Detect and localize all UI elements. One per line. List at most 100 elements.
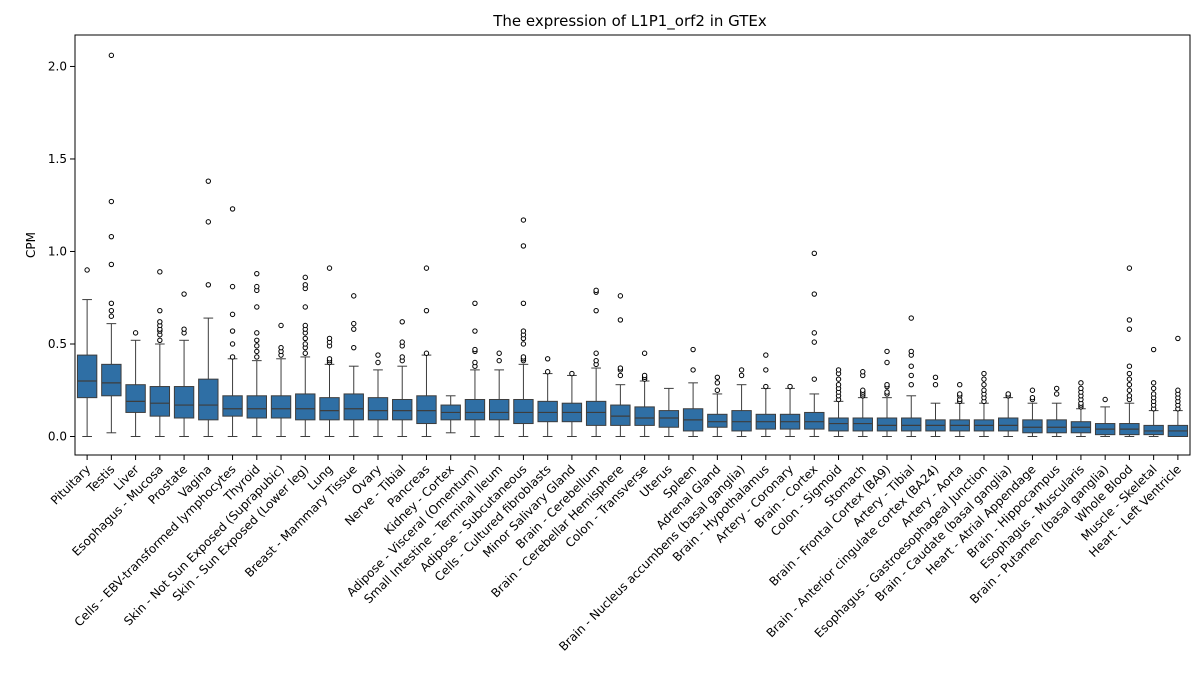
outlier-point bbox=[860, 369, 866, 375]
box-group bbox=[440, 395, 461, 434]
outlier-point bbox=[981, 387, 987, 393]
box-iqr bbox=[270, 395, 292, 419]
box-iqr bbox=[876, 417, 898, 432]
outlier-point bbox=[1078, 385, 1084, 392]
outlier-point bbox=[908, 348, 914, 355]
box-group bbox=[949, 381, 970, 437]
box-group bbox=[804, 250, 825, 437]
y-tick-label: 1.5 bbox=[48, 152, 67, 166]
box-iqr bbox=[1046, 419, 1067, 434]
outlier-point bbox=[108, 313, 115, 319]
outlier-point bbox=[302, 282, 308, 288]
outlier-point bbox=[763, 383, 769, 390]
outlier-point bbox=[399, 354, 405, 360]
outlier-point bbox=[108, 233, 115, 240]
box-group bbox=[731, 367, 752, 437]
outlier-point bbox=[932, 374, 939, 380]
outlier-point bbox=[302, 335, 308, 342]
box-iqr bbox=[537, 400, 558, 423]
outlier-point bbox=[254, 304, 260, 310]
outlier-point bbox=[157, 269, 163, 275]
outlier-point bbox=[520, 243, 527, 249]
box-iqr bbox=[173, 386, 195, 419]
outlier-point bbox=[254, 283, 260, 290]
box-group bbox=[246, 270, 267, 437]
x-tick-label: Testis bbox=[83, 462, 117, 496]
outlier-point bbox=[835, 367, 842, 373]
outlier-point bbox=[690, 346, 696, 353]
outlier-point bbox=[957, 391, 963, 397]
outlier-point bbox=[811, 376, 817, 382]
outlier-point bbox=[1126, 363, 1133, 369]
box-group bbox=[610, 293, 631, 437]
outlier-point bbox=[1126, 387, 1133, 393]
y-tick-label: 0.5 bbox=[48, 337, 67, 351]
box-group bbox=[537, 356, 558, 437]
outlier-point bbox=[544, 369, 551, 375]
outlier-point bbox=[908, 372, 914, 379]
y-axis-label: CPM bbox=[24, 232, 38, 258]
box-group bbox=[973, 370, 995, 437]
outlier-point bbox=[763, 352, 769, 358]
box-iqr bbox=[464, 398, 486, 421]
box-group bbox=[343, 293, 364, 437]
box-group bbox=[876, 348, 898, 437]
outlier-point bbox=[1175, 387, 1181, 393]
outlier-point bbox=[254, 337, 260, 343]
y-tick-label: 0.0 bbox=[48, 429, 67, 443]
outlier-point bbox=[472, 346, 478, 353]
outlier-point bbox=[981, 381, 987, 388]
box-iqr bbox=[610, 404, 631, 426]
box-group bbox=[852, 369, 873, 437]
box-series bbox=[76, 52, 1189, 437]
outlier-point bbox=[205, 282, 212, 288]
outlier-point bbox=[957, 381, 963, 388]
box-group bbox=[561, 370, 583, 437]
y-axis-ticks: 0.0 0.5 1.0 1.5 2.0 bbox=[48, 59, 75, 443]
outlier-point bbox=[738, 367, 745, 373]
box-group bbox=[513, 217, 534, 437]
box-group bbox=[1046, 385, 1067, 437]
outlier-point bbox=[108, 261, 115, 268]
outlier-point bbox=[351, 344, 357, 351]
box-group bbox=[1167, 335, 1189, 437]
outlier-point bbox=[1150, 380, 1157, 386]
outlier-point bbox=[375, 352, 381, 358]
outlier-point bbox=[1029, 387, 1036, 393]
outlier-point bbox=[326, 356, 333, 362]
outlier-point bbox=[472, 359, 478, 366]
box-iqr bbox=[658, 410, 680, 428]
box-iqr bbox=[804, 411, 825, 430]
outlier-point bbox=[1150, 391, 1157, 397]
outlier-point bbox=[205, 219, 212, 225]
outlier-point bbox=[157, 307, 163, 314]
outlier-point bbox=[181, 326, 187, 332]
y-tick-label: 1.0 bbox=[48, 244, 67, 258]
outlier-point bbox=[908, 363, 914, 369]
outlier-point bbox=[1053, 391, 1060, 397]
box-group bbox=[125, 330, 146, 437]
box-iqr bbox=[101, 363, 122, 397]
outlier-point bbox=[811, 339, 817, 345]
box-iqr bbox=[392, 398, 413, 421]
box-iqr bbox=[852, 417, 873, 432]
outlier-point bbox=[1126, 317, 1133, 323]
outlier-point bbox=[472, 300, 478, 306]
box-iqr bbox=[416, 395, 437, 425]
outlier-point bbox=[496, 357, 502, 364]
box-iqr bbox=[707, 413, 728, 428]
box-iqr bbox=[222, 395, 243, 417]
outlier-point bbox=[157, 319, 163, 325]
box-iqr bbox=[76, 354, 98, 399]
outlier-point bbox=[520, 217, 527, 223]
box-group bbox=[1070, 380, 1092, 437]
outlier-point bbox=[229, 283, 236, 290]
outlier-point bbox=[108, 52, 115, 59]
outlier-point bbox=[520, 328, 527, 334]
outlier-point bbox=[544, 356, 551, 362]
outlier-point bbox=[617, 293, 624, 299]
outlier-point bbox=[981, 376, 987, 382]
outlier-point bbox=[811, 291, 817, 297]
outlier-point bbox=[1126, 370, 1133, 377]
